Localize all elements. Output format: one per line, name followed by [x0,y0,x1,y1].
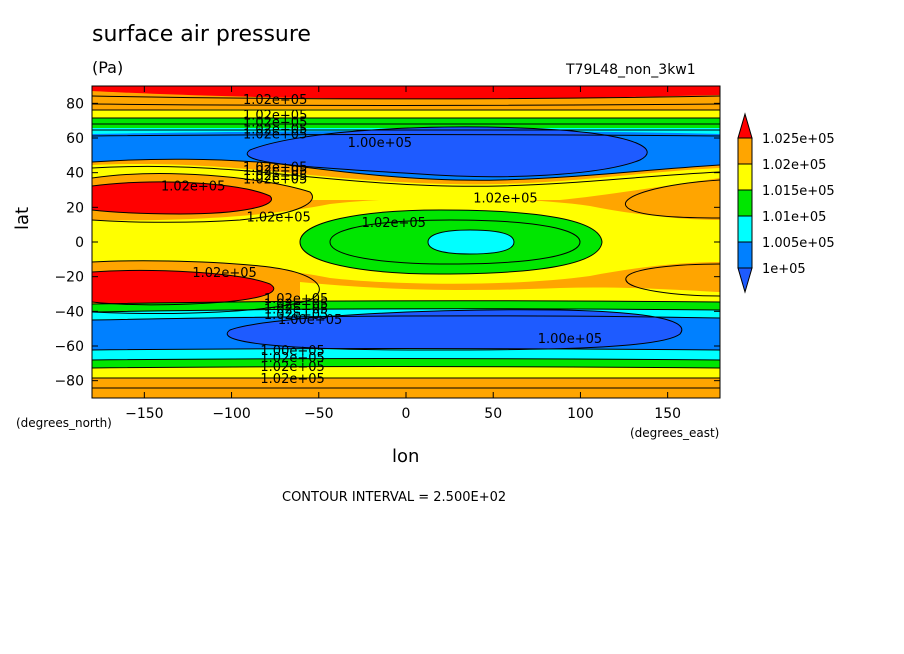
contour-label: 1.02e+05 [243,169,307,184]
contour-label: 1.02e+05 [243,160,307,175]
contour-label: 1.02e+05 [243,122,307,137]
colorbar-label: 1.015e+05 [762,184,835,199]
colorbar-label: 1.01e+05 [762,210,826,225]
region-subtropical-high-se [625,264,720,296]
x-tick-label: −50 [304,406,334,422]
contour-label: 1.02e+05 [260,372,324,387]
run-id-label: T79L48_non_3kw1 [566,62,696,78]
colorbar-swatch [737,215,753,243]
region-south-low-core [227,309,682,350]
contour-label: 1.02e+05 [264,303,328,318]
chart-title: surface air pressure [92,22,311,47]
contour-label: 1.00e+05 [538,332,602,347]
region-equatorial-cyan [428,230,514,254]
colorbar-swatch [737,189,753,217]
chart-units: (Pa) [92,58,124,77]
contour-label: 1.02e+05 [161,180,225,195]
x-axis-label: lon [392,446,420,467]
colorbar-bottom-arrow [737,267,753,294]
contour-label: 1.02e+05 [473,192,537,207]
y-tick-label: 0 [75,235,84,251]
contour-label: 1.02e+05 [264,297,328,312]
colorbar: 1.025e+05 1.02e+05 1.015e+05 1.01e+05 1.005e… [737,112,835,294]
contour-label: 1.00e+05 [278,313,342,328]
contour-label: 1.00e+05 [348,136,412,151]
x-tick-label: 50 [484,406,502,422]
y-tick-label: −80 [54,374,84,390]
y-tick-label: 40 [66,166,84,182]
contour-labels: 1.02e+051.02e+051.02e+051.02e+051.02e+05… [161,93,602,387]
x-tick-label: 0 [402,406,411,422]
colorbar-top-arrow [737,112,753,139]
y-tick-label: 20 [66,200,84,216]
x-axis-units: (degrees_east) [630,426,720,440]
colorbar-label: 1e+05 [762,262,806,277]
plot-area: 1.02e+051.02e+051.02e+051.02e+051.02e+05… [92,86,720,398]
y-tick-label: 60 [66,131,84,147]
y-axis-units: (degrees_north) [16,416,112,430]
region-north-low-core [247,126,648,177]
x-tick-label: 100 [567,406,594,422]
y-axis-ticks: −80 −60 −40 −20 0 20 40 60 80 [54,96,720,390]
colorbar-label: 1.025e+05 [762,132,835,147]
contour-label: 1.02e+05 [362,216,426,231]
contour-label: 1.02e+05 [192,266,256,281]
colorbar-swatch [737,137,753,165]
contour-label: 1.02e+05 [243,173,307,188]
y-tick-label: −20 [54,270,84,286]
x-tick-label: 150 [654,406,681,422]
colorbar-swatch [737,163,753,191]
x-tick-label: −100 [212,406,250,422]
y-tick-label: −40 [54,304,84,320]
x-tick-label: −150 [125,406,163,422]
colorbar-label: 1.005e+05 [762,236,835,251]
x-axis-ticks: −150 −100 −50 0 50 100 150 [125,86,681,422]
contour-label: 1.02e+05 [260,351,324,366]
band-south-yellow [300,282,720,305]
contour-label: 1.02e+05 [243,128,307,143]
contour-label: 1.02e+05 [243,115,307,130]
region-north-cap-high [92,86,720,99]
colorbar-label: 1.02e+05 [762,158,826,173]
region-subtropical-high-sw-core [92,270,274,305]
contour-label: 1.02e+05 [260,360,324,375]
contour-label: 1.00e+05 [260,344,324,359]
contour-interval-note: CONTOUR INTERVAL = 2.500E+02 [282,490,507,505]
contour-label: 1.02e+05 [243,93,307,108]
y-tick-label: −60 [54,339,84,355]
contour-label: 1.02e+05 [264,308,328,323]
contour-label: 1.02e+05 [243,164,307,179]
band-south-yellow-2 [92,366,720,378]
region-subtropical-high-nw-core [92,181,272,214]
colorbar-swatch [737,241,753,269]
contour-label: 1.02e+05 [243,108,307,123]
contour-lines [92,95,720,389]
contour-label: 1.02e+05 [246,211,310,226]
contour-label: 1.02e+05 [264,292,328,307]
y-tick-label: 80 [66,96,84,112]
region-subtropical-high-ne [625,180,720,218]
